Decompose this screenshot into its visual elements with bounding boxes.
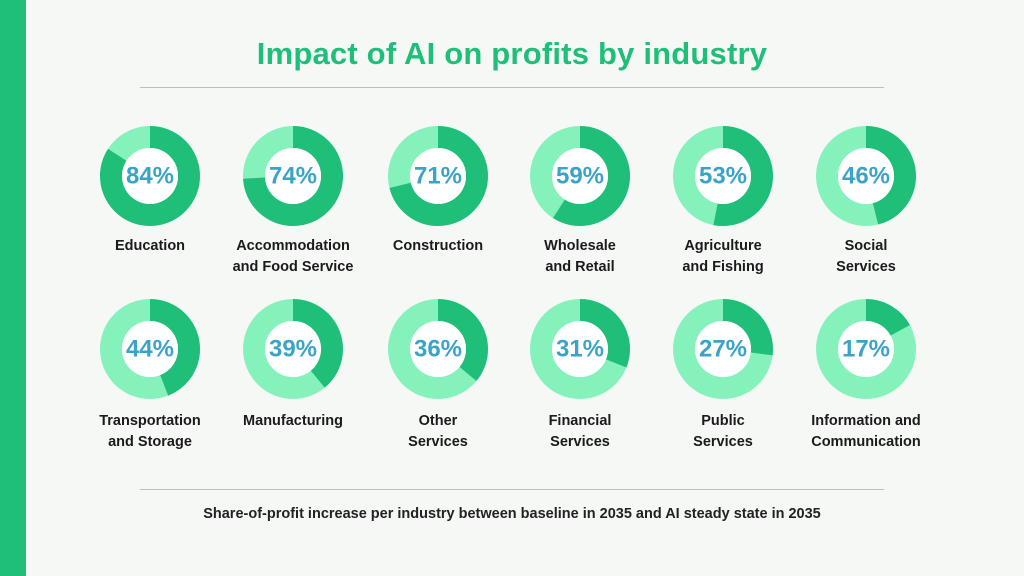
industry-label: Manufacturing (218, 411, 368, 432)
donut-percent-label: 71% (414, 163, 462, 190)
donut-hole (265, 148, 321, 204)
donut-percent-label: 84% (126, 163, 174, 190)
donut-value-slice (388, 299, 488, 399)
industry-label-line: Services (550, 434, 610, 450)
industry-label: Other Services (363, 411, 513, 453)
donut-value-slice (243, 299, 343, 399)
industry-label: Information and Communication (791, 411, 941, 453)
industry-label-line: Services (693, 434, 753, 450)
donut-chart: 39% (243, 299, 343, 399)
industry-label-line: Agriculture (684, 238, 762, 254)
donut-percent-label: 17% (842, 336, 890, 363)
donut-value-slice (673, 126, 773, 226)
donut-chart: 44% (100, 299, 200, 399)
industry-label-line: Manufacturing (243, 413, 343, 429)
industry-label-line: Wholesale (544, 238, 616, 254)
footnote-divider (140, 489, 884, 490)
industry-label: Transportation and Storage (75, 411, 225, 453)
industry-label: Wholesale and Retail (505, 236, 655, 278)
industry-label-line: and Fishing (682, 259, 764, 275)
title-divider (140, 87, 884, 88)
industry-label: Construction (363, 236, 513, 257)
donut-value-slice (100, 126, 200, 226)
donut-chart: 17% (816, 299, 916, 399)
donut-hole (695, 321, 751, 377)
donut-chart: 36% (388, 299, 488, 399)
donut-hole (552, 148, 608, 204)
industry-label-line: Services (836, 259, 896, 275)
donut-chart: 71% (388, 126, 488, 226)
donut-value-slice (816, 299, 916, 399)
industry-label: Agriculture and Fishing (648, 236, 798, 278)
industry-label: Social Services (791, 236, 941, 278)
chart-title: Impact of AI on profits by industry (256, 36, 768, 71)
donut-chart: 84% (100, 126, 200, 226)
left-accent-bar (0, 0, 26, 576)
donut-percent-label: 59% (556, 163, 604, 190)
donut-chart: 53% (673, 126, 773, 226)
donut-value-slice (673, 299, 773, 399)
industry-label-line: Social (844, 238, 888, 254)
footnote: Share-of-profit increase per industry be… (203, 506, 821, 522)
industry-label-line: Financial (548, 413, 612, 429)
donut-value-slice (100, 299, 200, 399)
industry-label-line: Communication (811, 434, 921, 450)
donut-value-slice (530, 126, 630, 226)
industry-label-line: Public (701, 413, 745, 429)
donut-percent-label: 46% (842, 163, 890, 190)
industry-label-line: and Food Service (232, 259, 354, 275)
industry-label: Education (75, 236, 225, 257)
donut-hole (122, 321, 178, 377)
donut-value-slice (243, 126, 343, 226)
donut-hole (838, 321, 894, 377)
donut-percent-label: 74% (269, 163, 317, 190)
donut-chart: 74% (243, 126, 343, 226)
donut-chart: 59% (530, 126, 630, 226)
donut-chart: 27% (673, 299, 773, 399)
donut-chart: 46% (816, 126, 916, 226)
industry-label-line: Transportation (99, 413, 201, 429)
donut-value-slice (530, 299, 630, 399)
donut-percent-label: 27% (699, 336, 747, 363)
donut-chart: 31% (530, 299, 630, 399)
industry-label-line: and Storage (108, 434, 192, 450)
industry-label-line: Other (418, 413, 458, 429)
industry-label-line: Education (114, 238, 186, 254)
donut-hole (410, 321, 466, 377)
industry-label-line: Services (408, 434, 468, 450)
donut-percent-label: 39% (269, 336, 317, 363)
industry-label: Accommodation and Food Service (218, 236, 368, 278)
industry-label-line: Information and (811, 413, 921, 429)
industry-label: Public Services (648, 411, 798, 453)
donut-value-slice (388, 126, 488, 226)
donut-hole (410, 148, 466, 204)
donut-hole (552, 321, 608, 377)
industry-label-line: and Retail (545, 259, 615, 275)
donut-hole (265, 321, 321, 377)
donut-value-slice (816, 126, 916, 226)
industry-label-line: Accommodation (236, 238, 350, 254)
donut-percent-label: 36% (414, 336, 462, 363)
donut-percent-label: 44% (126, 336, 174, 363)
donut-hole (122, 148, 178, 204)
donut-hole (695, 148, 751, 204)
donut-percent-label: 31% (556, 336, 604, 363)
industry-label: Financial Services (505, 411, 655, 453)
donut-hole (838, 148, 894, 204)
donut-percent-label: 53% (699, 163, 747, 190)
industry-label-line: Construction (392, 238, 484, 254)
